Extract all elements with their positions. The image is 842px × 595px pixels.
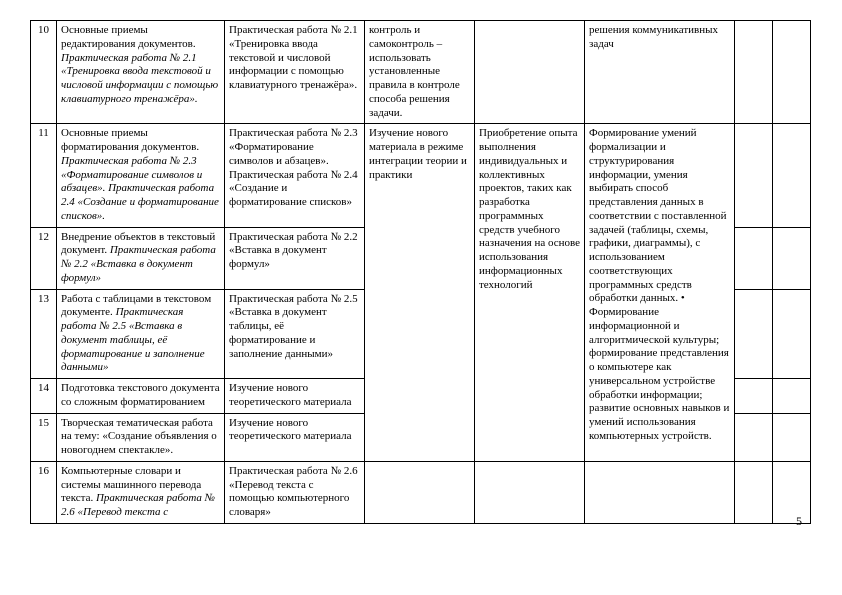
empty-cell: [773, 379, 811, 414]
empty-cell: [735, 379, 773, 414]
practice-cell: Изучение нового теоретического материала: [225, 413, 365, 461]
experience-cell: [475, 461, 585, 523]
row-number: 12: [31, 227, 57, 289]
topic-cell: Подготовка текстового документа со сложн…: [57, 379, 225, 414]
row-number: 10: [31, 21, 57, 124]
empty-cell: [735, 227, 773, 289]
page-number: 5: [796, 514, 802, 529]
topic-cell: Работа с таблицами в текстовом документе…: [57, 289, 225, 379]
control-cell: Изучение нового материала в режиме интег…: [365, 124, 475, 462]
curriculum-table: 10 Основные приемы редактирования докуме…: [30, 20, 811, 524]
table-row: 16 Компьютерные словари и системы машинн…: [31, 461, 811, 523]
experience-cell: Приобретение опыта выполнения индивидуал…: [475, 124, 585, 462]
topic-italic: Практическая работа № 2.3 «Форматировани…: [61, 155, 219, 222]
topic-italic: Практическая работа № 2.1 «Тренировка вв…: [61, 52, 218, 105]
topic-plain: Основные приемы редактирования документо…: [61, 24, 196, 50]
practice-cell: Практическая работа № 2.6 «Перевод текст…: [225, 461, 365, 523]
practice-cell: Изучение нового теоретического материала: [225, 379, 365, 414]
topic-plain: Творческая тематическая работа на тему: …: [61, 417, 217, 457]
row-number: 14: [31, 379, 57, 414]
empty-cell: [735, 124, 773, 227]
row-number: 16: [31, 461, 57, 523]
practice-cell: Практическая работа № 2.2 «Вставка в док…: [225, 227, 365, 289]
empty-cell: [773, 124, 811, 227]
topic-cell: Основные приемы форматирования документо…: [57, 124, 225, 227]
row-number: 15: [31, 413, 57, 461]
topic-plain: Подготовка текстового документа со сложн…: [61, 382, 220, 408]
topic-cell: Компьютерные словари и системы машинного…: [57, 461, 225, 523]
practice-cell: Практическая работа № 2.5 «Вставка в док…: [225, 289, 365, 379]
experience-cell: [475, 21, 585, 124]
topic-cell: Внедрение объектов в текстовый документ.…: [57, 227, 225, 289]
control-cell: [365, 461, 475, 523]
empty-cell: [773, 227, 811, 289]
empty-cell: [735, 461, 773, 523]
empty-cell: [735, 21, 773, 124]
empty-cell: [773, 21, 811, 124]
table-row: 11 Основные приемы форматирования докуме…: [31, 124, 811, 227]
row-number: 13: [31, 289, 57, 379]
skills-cell: [585, 461, 735, 523]
empty-cell: [773, 413, 811, 461]
empty-cell: [773, 289, 811, 379]
control-cell: контроль и самоконтроль – использовать у…: [365, 21, 475, 124]
skills-cell: Формирование умений формализации и струк…: [585, 124, 735, 462]
practice-cell: Практическая работа № 2.1 «Тренировка вв…: [225, 21, 365, 124]
table-row: 10 Основные приемы редактирования докуме…: [31, 21, 811, 124]
topic-plain: Основные приемы форматирования документо…: [61, 127, 199, 153]
empty-cell: [735, 289, 773, 379]
practice-cell: Практическая работа № 2.3 «Форматировани…: [225, 124, 365, 227]
empty-cell: [773, 461, 811, 523]
row-number: 11: [31, 124, 57, 227]
empty-cell: [735, 413, 773, 461]
topic-cell: Творческая тематическая работа на тему: …: [57, 413, 225, 461]
skills-cell: решения коммуникативных задач: [585, 21, 735, 124]
topic-cell: Основные приемы редактирования документо…: [57, 21, 225, 124]
